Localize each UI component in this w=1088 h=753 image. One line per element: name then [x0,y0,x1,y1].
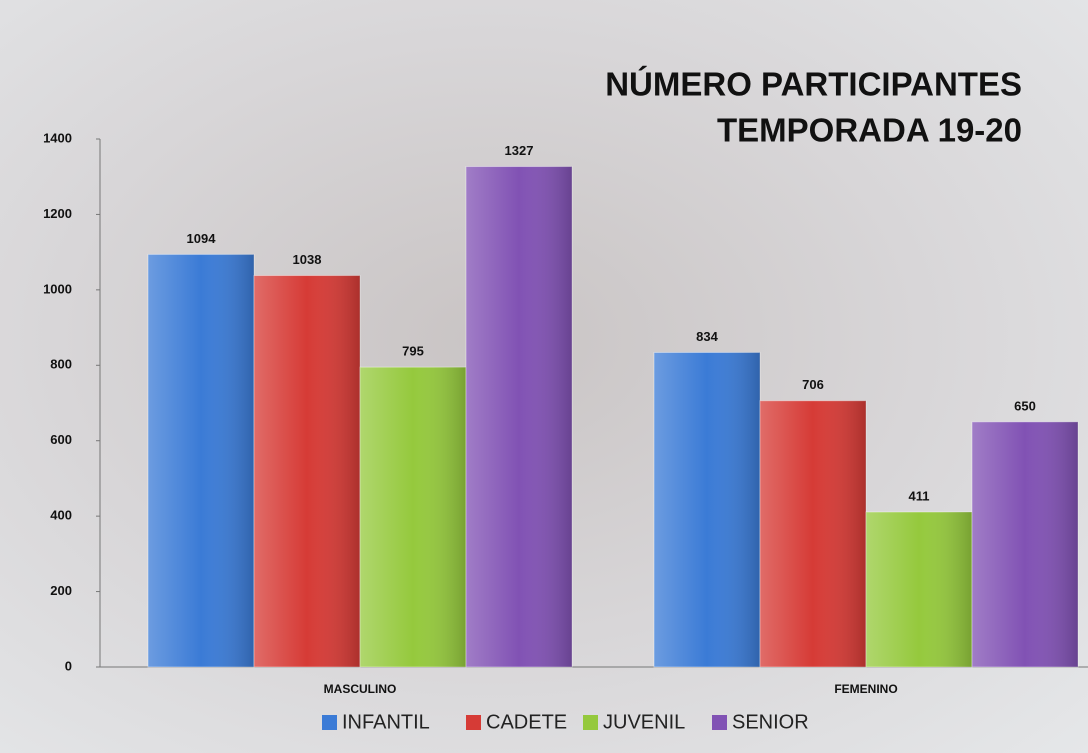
value-label: 650 [1014,398,1036,413]
legend-swatch [322,715,337,730]
y-tick-label: 600 [50,432,72,447]
bar-shade [254,275,360,667]
legend-swatch [712,715,727,730]
value-label: 1094 [187,231,217,246]
legend-label: SENIOR [732,711,809,733]
bar-shade [760,400,866,667]
y-tick-label: 0 [65,658,72,673]
legend-label: INFANTIL [342,711,430,733]
bar-shade [148,254,254,668]
y-tick-label: 1200 [43,206,72,221]
bar-shade [360,367,466,667]
y-tick-label: 1000 [43,281,72,296]
legend-swatch [466,715,481,730]
value-label: 1038 [293,252,322,267]
chart-title: TEMPORADA 19-20 [717,112,1022,149]
value-label: 795 [402,344,424,359]
x-tick-label: MASCULINO [324,682,397,696]
bar-shade [654,352,760,667]
bar-shade [466,166,572,667]
y-tick-label: 200 [50,583,72,598]
bar-shade [866,511,972,667]
value-label: 1327 [505,143,534,158]
value-label: 411 [909,488,930,503]
y-tick-label: 800 [50,357,72,372]
y-tick-label: 1400 [43,130,72,145]
legend-label: JUVENIL [603,711,685,733]
value-label: 706 [802,377,824,392]
y-tick-label: 400 [50,508,72,523]
value-label: 834 [696,329,718,344]
x-tick-label: FEMENINO [834,682,897,696]
legend-label: CADETE [486,711,567,733]
bar-shade [972,421,1078,667]
chart-title: NÚMERO PARTICIPANTES [605,66,1022,103]
legend-swatch [583,715,598,730]
